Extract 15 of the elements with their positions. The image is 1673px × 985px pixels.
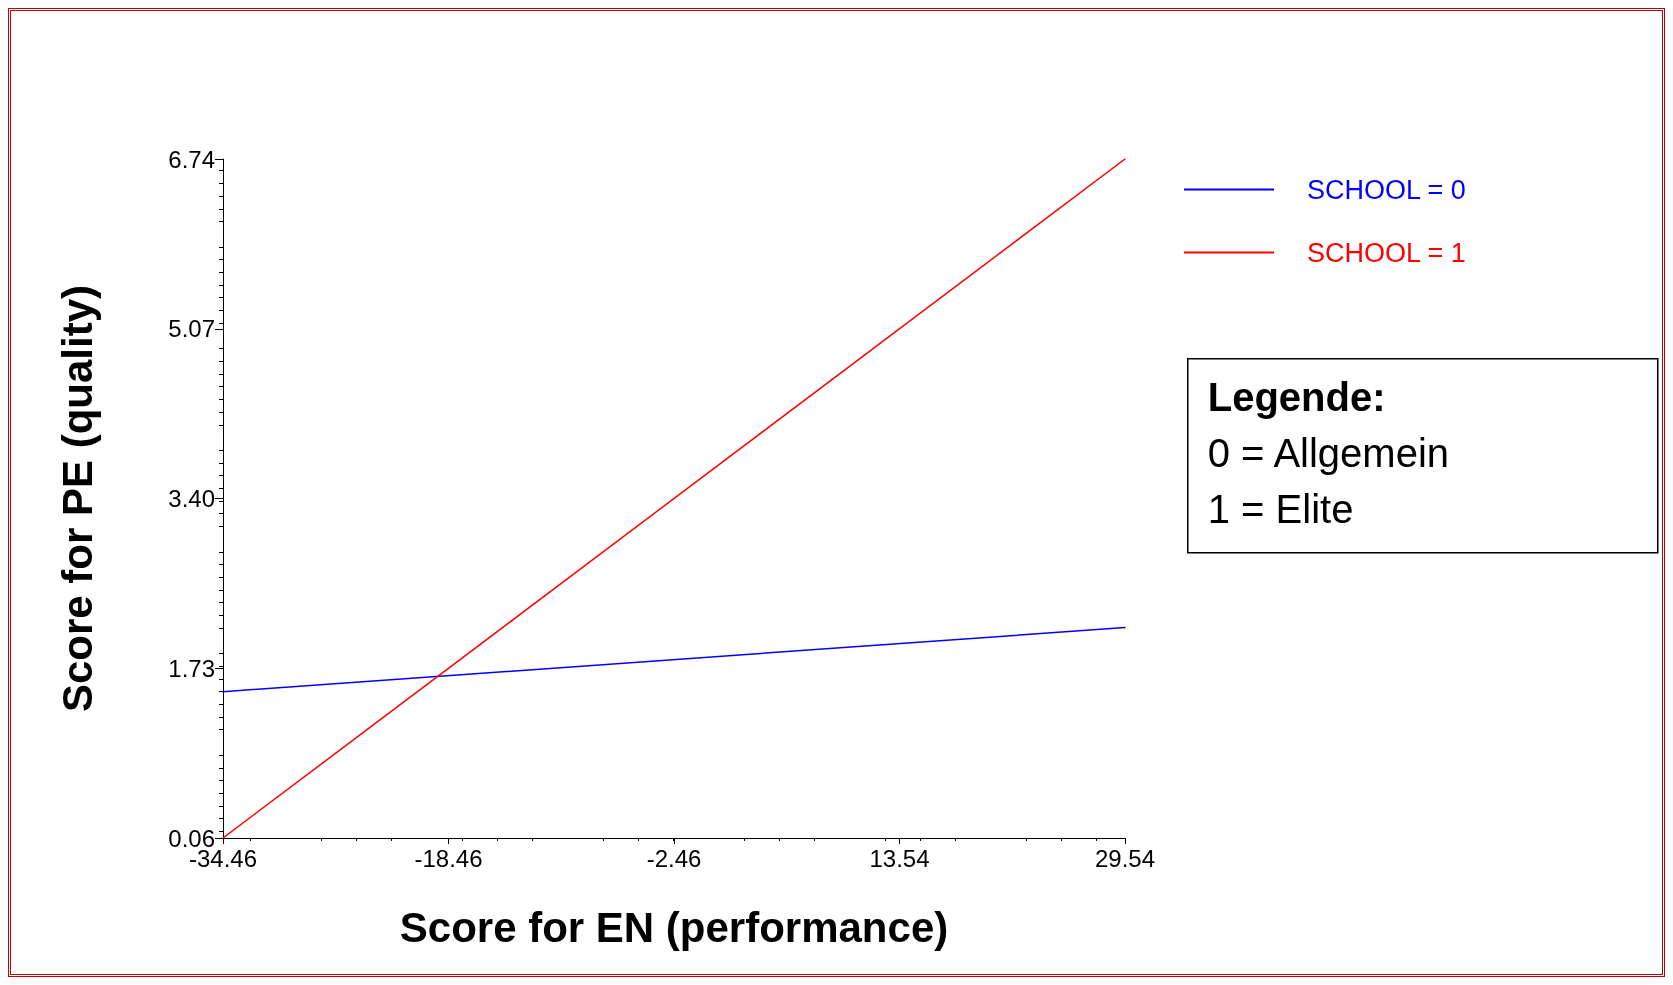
y-tick-label: 1.73 [168,654,215,682]
legend-label: SCHOOL = 0 [1307,174,1466,205]
y-tick-label: 5.07 [168,315,215,343]
text: 0 = Allgemein [1207,430,1450,475]
y-tick-label: 6.74 [168,145,215,173]
x-tick-label: 13.54 [869,844,930,872]
text: 1 = Elite [1207,486,1354,531]
x-tick-label: 29.54 [1094,844,1156,872]
x-tick-label: -2.46 [646,844,702,872]
y-axis-title: Score for PE (quality) [53,284,101,713]
text: Legende: [1207,374,1386,419]
x-tick-label: -18.46 [414,844,483,872]
legend-label: SCHOOL = 1 [1307,237,1466,268]
y-tick-label: 3.40 [168,485,215,512]
x-axis-title: Score for EN (performance) [399,903,949,951]
